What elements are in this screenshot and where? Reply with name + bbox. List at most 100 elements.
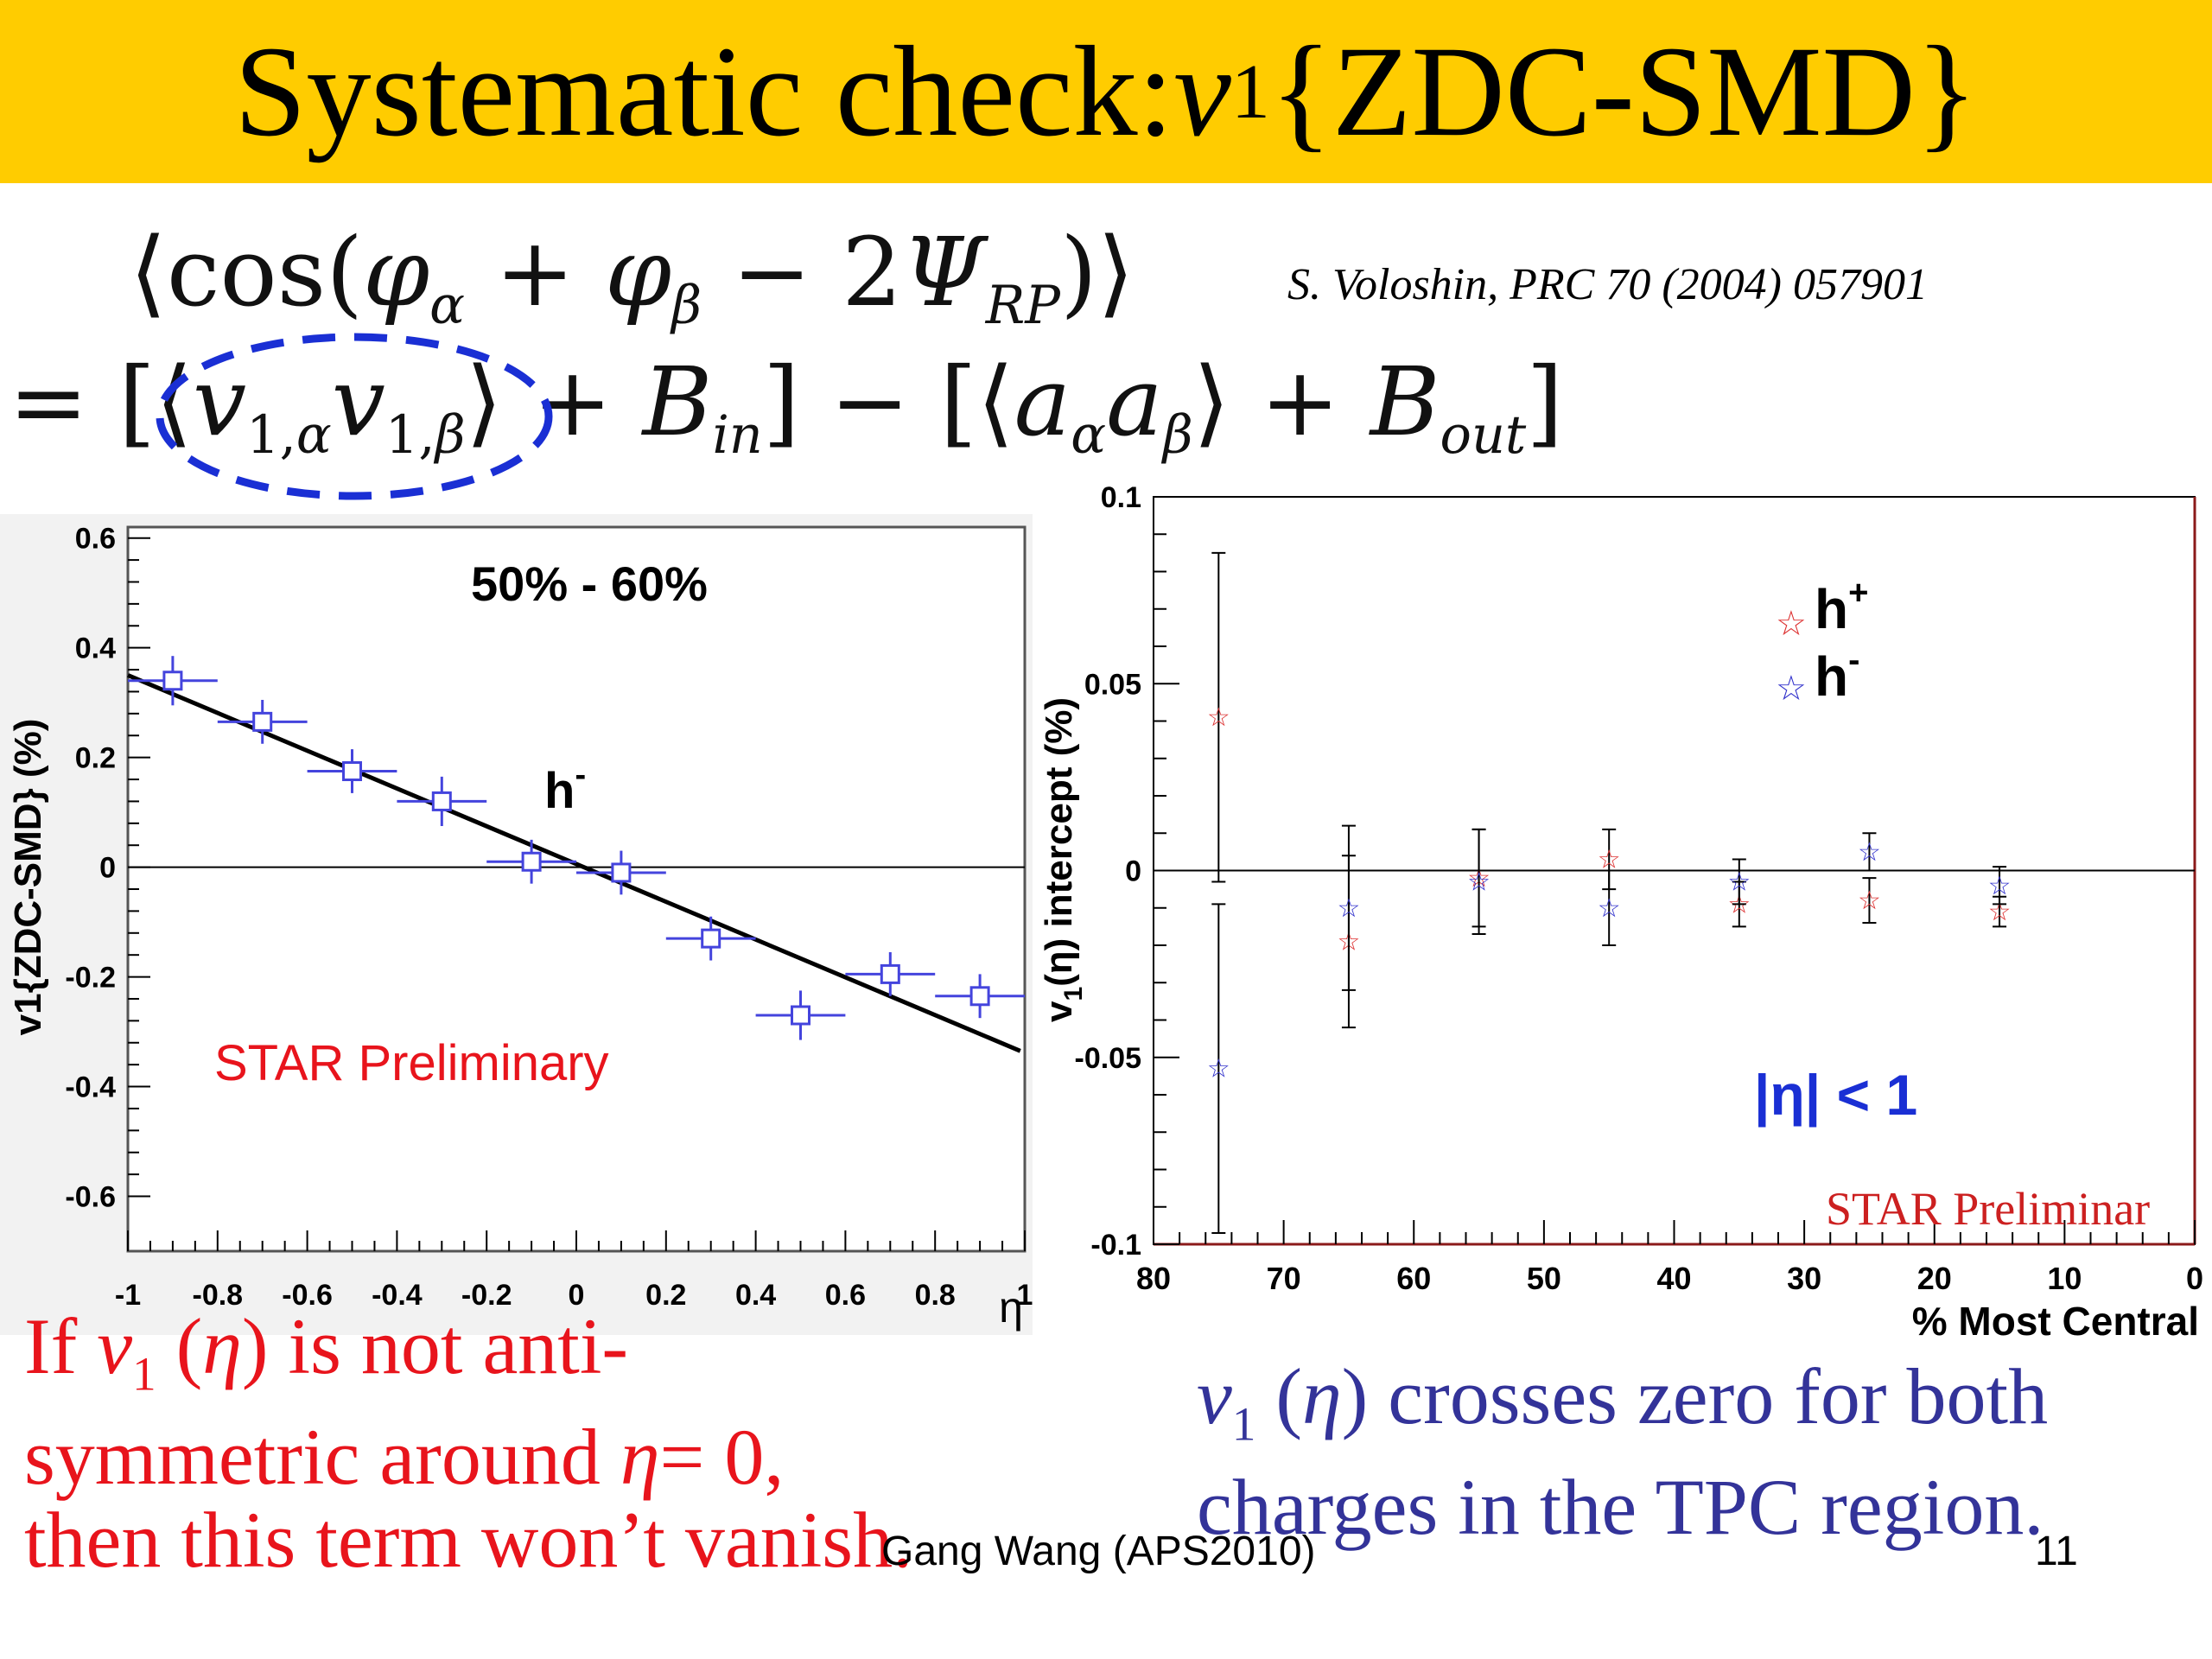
left-y-tick-label: -0.4 (65, 1071, 116, 1104)
legend-h-plus-marker: ☆ (1776, 605, 1807, 643)
right-star-marker: ☆ (1727, 867, 1751, 897)
left-x-tick-label: 0.2 (645, 1279, 686, 1312)
note-right: v1 (η) crosses zero for both charges in … (1197, 1352, 2049, 1552)
right-x-tick-label: 10 (2047, 1261, 2082, 1296)
right-data-point: ☆ (1467, 828, 1491, 936)
left-y-tick-label: -0.2 (65, 962, 116, 995)
equation-line-2: = [⟨v1,αv1,β⟩ + Bin] − [⟨aαaβ⟩ + Bout] (9, 346, 1564, 467)
right-eta-cut-label: |η| < 1 (1754, 1063, 1917, 1128)
right-star-preliminary: STAR Preliminar (1826, 1183, 2150, 1235)
left-square-marker (521, 851, 542, 872)
right-star-marker: ☆ (1858, 837, 1881, 868)
reference-citation: S. Voloshin, PRC 70 (2004) 057901 (1287, 260, 1928, 309)
left-x-tick-labels: -1 -0.8 -0.6 -0.4 -0.2 0 0.2 0.4 0.6 0.8 1 (115, 1279, 1033, 1312)
left-data-point (845, 952, 936, 996)
right-x-tick-label: 20 (1917, 1261, 1952, 1296)
right-y-tick-label: -0.1 (1090, 1229, 1141, 1262)
right-star-marker: ☆ (1467, 867, 1491, 897)
left-x-tick-label: 0.8 (915, 1279, 956, 1312)
left-square-marker (611, 862, 632, 883)
left-data-point (935, 974, 1025, 1019)
title-bar (0, 0, 2212, 183)
right-data-point: ☆ (1337, 824, 1360, 991)
highlight-ellipse (156, 333, 553, 500)
left-x-tick-label: -0.8 (193, 1279, 244, 1312)
left-series-label: h- (544, 757, 586, 819)
left-data-point (576, 850, 666, 895)
right-x-tick-label: 50 (1527, 1261, 1561, 1296)
right-y-tick-label: 0.1 (1101, 481, 1141, 514)
right-data-point: ☆ (1858, 832, 1881, 872)
right-x-tick-label: 0 (2186, 1261, 2203, 1296)
right-star-marker: ☆ (1598, 893, 1621, 924)
left-x-tick-label: 0 (569, 1279, 585, 1312)
left-data-point (217, 699, 308, 744)
right-x-axis-label: % Most Central (1912, 1299, 2199, 1344)
legend-h-minus-marker: ☆ (1776, 670, 1807, 708)
slide-title: Systematic check: v 1 {ZDC-SMD} (234, 20, 1978, 163)
right-y-tick-label: 0.05 (1084, 668, 1141, 701)
left-data-point (755, 990, 846, 1040)
legend-h-plus-label: h+ (1815, 574, 1868, 640)
right-star-marker: ☆ (1207, 702, 1230, 733)
left-x-tick-label: -0.4 (372, 1279, 423, 1312)
right-y-axis-label: v1(η) intercept (%) (1038, 697, 1088, 1022)
right-data-point: ☆ (1858, 877, 1881, 925)
left-y-tick-label: 0.4 (75, 632, 116, 665)
left-square-marker (969, 986, 990, 1007)
left-square-marker (162, 671, 183, 691)
legend-h-minus-label: h- (1815, 641, 1859, 708)
right-star-marker: ☆ (1858, 886, 1881, 916)
left-y-tick-label: 0.2 (75, 742, 116, 775)
left-star-preliminary: STAR Preliminary (214, 1035, 609, 1091)
left-square-marker (252, 711, 273, 732)
left-axis-ticks (127, 537, 1026, 1251)
right-data-point: ☆ (1727, 858, 1751, 906)
right-x-tick-label: 30 (1787, 1261, 1821, 1296)
left-y-tick-label: 0.6 (75, 523, 116, 556)
right-x-tick-label: 60 (1396, 1261, 1431, 1296)
right-x-tick-label: 80 (1136, 1261, 1171, 1296)
left-x-tick-label: -0.6 (282, 1279, 333, 1312)
right-star-marker: ☆ (1337, 893, 1360, 924)
right-x-tick-labels: 80 70 60 50 40 30 20 10 0 (1136, 1261, 2203, 1296)
left-square-marker (701, 928, 721, 949)
equation-line-1: ⟨cos(φα + φβ − 2ΨRP)⟩ (130, 217, 1135, 337)
left-fit-line (127, 673, 1021, 1053)
right-data-point: ☆ (1207, 903, 1230, 1235)
page-number: 11 (2035, 1529, 2078, 1574)
right-star-marker: ☆ (1988, 871, 2012, 901)
left-chart-title: 50% - 60% (471, 556, 708, 611)
left-square-marker (880, 963, 900, 984)
left-data-points (128, 656, 1025, 1040)
left-chart: -1 -0.8 -0.6 -0.4 -0.2 0 0.2 0.4 0.6 0.8 1 -0.6-0.… (7, 523, 1033, 1332)
right-x-tick-label: 40 (1656, 1261, 1691, 1296)
left-x-tick-label: -1 (115, 1279, 141, 1312)
right-data-point: ☆ (1207, 551, 1230, 883)
right-data-point: ☆ (1988, 866, 2012, 906)
left-data-point (665, 916, 756, 961)
right-star-marker: ☆ (1207, 1054, 1230, 1084)
left-data-point (307, 749, 397, 793)
right-x-tick-label: 70 (1267, 1261, 1301, 1296)
left-x-tick-label: 0.4 (735, 1279, 776, 1312)
left-data-point (486, 839, 576, 884)
left-y-tick-labels: -0.6 -0.4 -0.2 0 0.2 0.4 0.6 (65, 523, 116, 1214)
left-x-axis-label: η (999, 1283, 1023, 1332)
left-data-point (397, 776, 487, 826)
footer-author: Gang Wang (APS2010) (881, 1529, 1316, 1574)
note-left: If v1 (η) is not anti- symmetric around … (24, 1302, 913, 1585)
left-plot-frame (126, 525, 1027, 1253)
left-square-marker (791, 1005, 810, 1026)
right-data-points: ☆☆☆☆☆☆☆☆☆☆☆☆☆☆ (1207, 551, 2012, 1235)
right-data-point: ☆ (1598, 869, 1621, 946)
left-square-marker (431, 791, 452, 811)
left-y-tick-label: -0.6 (65, 1181, 116, 1214)
left-y-axis-label: v1{ZDC-SMD} (%) (7, 719, 49, 1036)
left-data-point (128, 656, 218, 706)
left-square-marker (342, 761, 362, 782)
left-y-tick-label: 0 (99, 852, 116, 885)
left-x-tick-label: 0.6 (825, 1279, 866, 1312)
right-y-tick-labels: -0.1 -0.05 0 0.05 0.1 (1075, 481, 1142, 1262)
